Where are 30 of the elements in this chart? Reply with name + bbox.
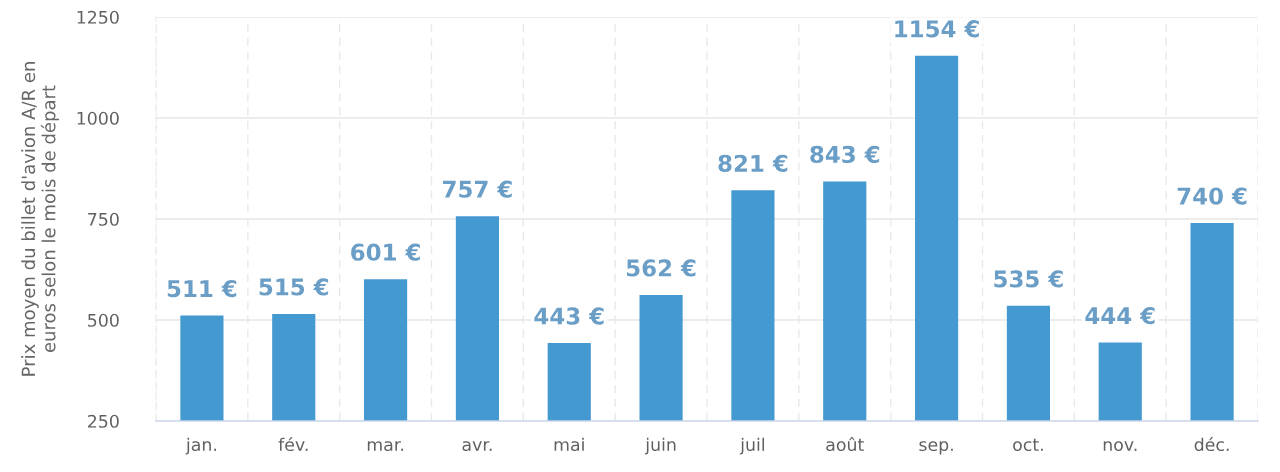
x-tick-label: mar. <box>367 441 404 452</box>
y-tick-label: 1250 <box>77 10 119 24</box>
x-tick-label: avr. <box>462 441 492 452</box>
y-axis-title: Prix moyen du billet d'avion A/R en euros selon le mois de départ <box>21 62 60 376</box>
x-tick-label: fév. <box>278 436 308 452</box>
data-label: 443 € <box>534 307 604 325</box>
data-label: 515 € <box>259 278 329 296</box>
y-tick-label: 1000 <box>77 111 119 125</box>
data-label: 740 € <box>1177 187 1247 205</box>
y-tick-label: 250 <box>88 414 119 428</box>
data-label: 444 € <box>1085 306 1155 325</box>
data-label: 601 € <box>351 243 420 261</box>
data-label: 535 € <box>994 270 1063 288</box>
x-tick-label: mai <box>554 437 584 452</box>
x-tick-label: août <box>826 436 864 452</box>
data-label: 562 € <box>626 259 696 277</box>
data-label: 757 € <box>443 180 512 198</box>
x-tick-label: sep. <box>919 441 953 455</box>
data-label: 1154 € <box>895 20 979 38</box>
y-tick-label: 750 <box>88 212 119 226</box>
x-tick-label: juin <box>644 437 676 455</box>
y-tick-label: 500 <box>88 313 119 327</box>
x-tick-label: juil <box>739 437 765 455</box>
data-label: 821 € <box>718 154 788 172</box>
data-label: 511 € <box>167 279 237 298</box>
x-tick-label: déc. <box>1194 436 1229 452</box>
x-tick-label: oct. <box>1013 438 1043 452</box>
x-tick-label: jan. <box>185 437 217 455</box>
x-tick-label: nov. <box>1103 441 1137 452</box>
data-label: 843 € <box>810 145 880 164</box>
